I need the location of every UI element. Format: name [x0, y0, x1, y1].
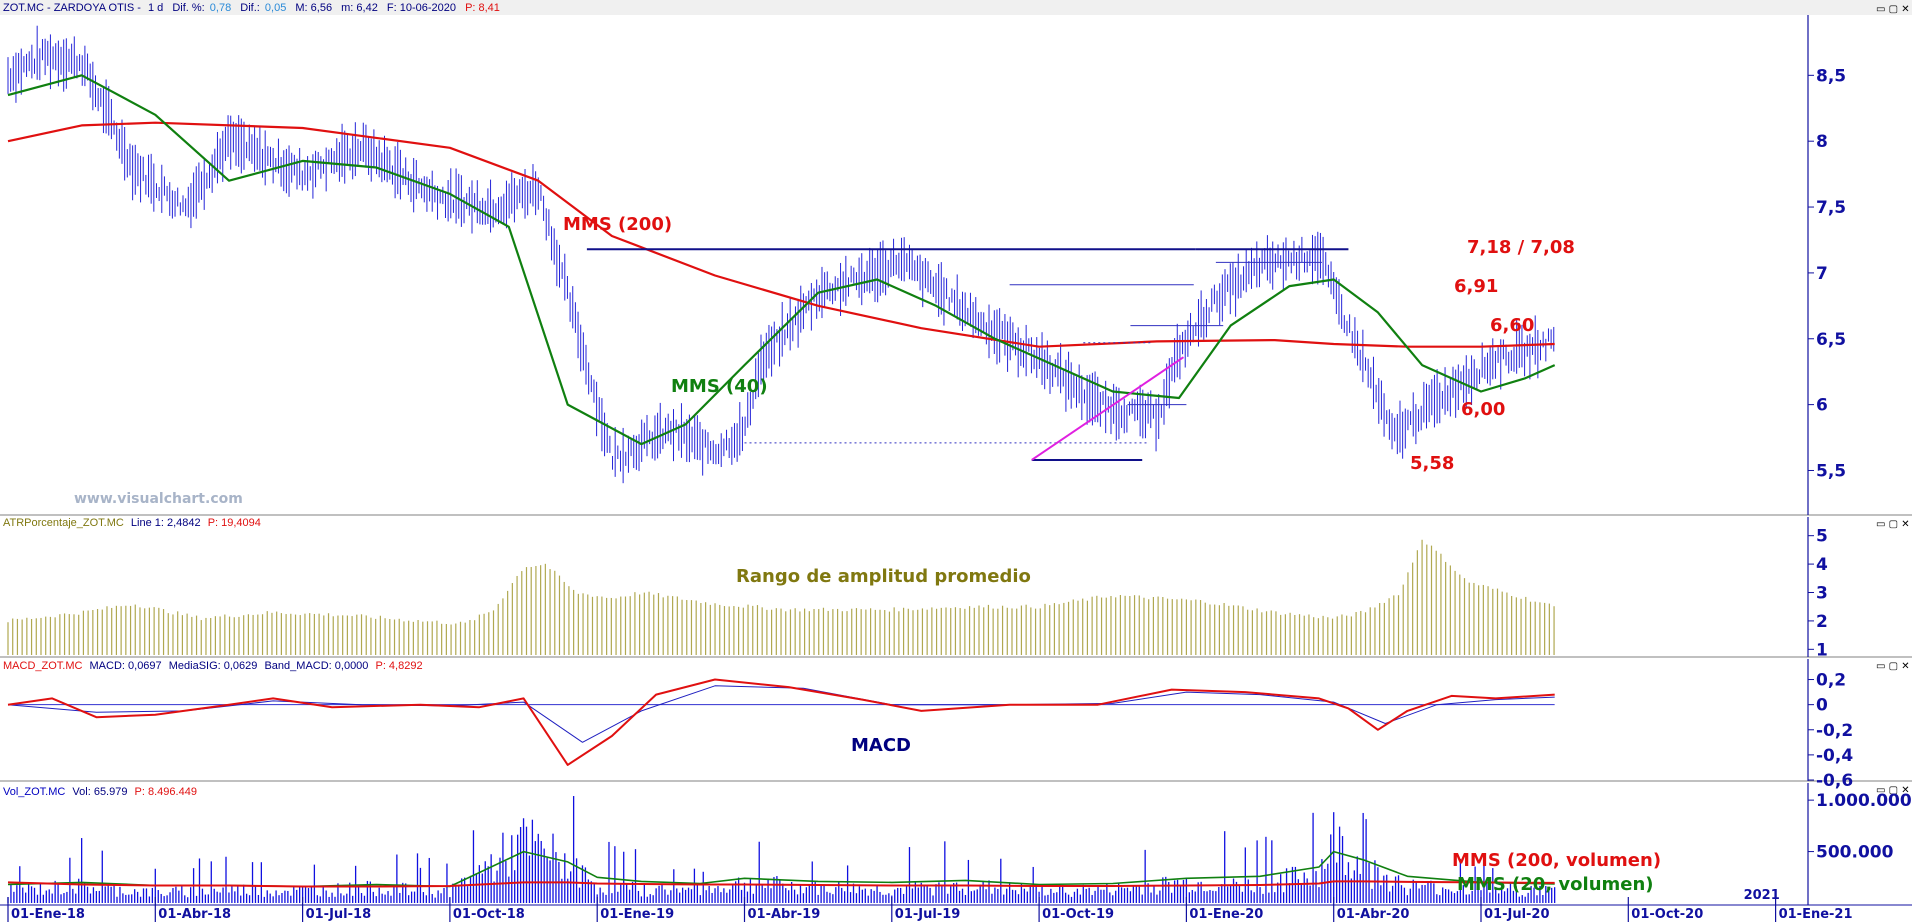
- vol-mms200-line: [7, 880, 1555, 888]
- macd-caption: MACD: [851, 735, 911, 756]
- x-tick-label: 01-Abr-20: [1337, 907, 1410, 922]
- y-tick-label: -0,2: [1816, 721, 1853, 741]
- macd-band-value: Band_MACD: 0,0000: [264, 660, 368, 672]
- dif-pct-label: Dif. %:: [172, 2, 204, 14]
- y-tick-label: 8,5: [1816, 66, 1846, 86]
- support-600-label: 6,00: [1461, 399, 1505, 420]
- macd-panel: 0,2 0 -0,2 -0,4 -0,6: [7, 671, 1853, 791]
- volume-bars: [7, 796, 1556, 903]
- resistance-718-label: 7,18 / 7,08: [1467, 237, 1575, 258]
- y-tick-label: 6: [1816, 396, 1828, 416]
- y-tick-label: 1: [1816, 640, 1828, 660]
- y-tick-label: 0,2: [1816, 671, 1846, 691]
- vol-price-value: P: 8.496.449: [135, 786, 197, 798]
- x-tick-label: 01-Abr-19: [748, 907, 821, 922]
- date-value: F: 10-06-2020: [387, 2, 456, 14]
- mms200-line: [7, 121, 1555, 348]
- y-tick-label: 2: [1816, 612, 1828, 632]
- x-tick-label: 01-Abr-18: [158, 907, 231, 922]
- volume-panel: 1.000.000 500.000: [7, 791, 1912, 903]
- macd-value: MACD: 0,0697: [90, 660, 162, 672]
- x-tick-label: 01-Ene-21: [1779, 907, 1853, 922]
- atr-panel: 5 4 3 2 1: [7, 527, 1828, 660]
- mms40-line: [7, 74, 1556, 446]
- atr-line-value: Line 1: 2,4842: [131, 517, 201, 529]
- y-tick-label: 4: [1816, 555, 1828, 575]
- x-tick-label: 01-Ene-18: [11, 907, 85, 922]
- title-strip: [0, 0, 1912, 15]
- vol-mms20-caption: MMS (20, volumen): [1457, 874, 1654, 895]
- atr-bars: [7, 539, 1555, 655]
- vol-mms200-caption: MMS (200, volumen): [1452, 850, 1661, 871]
- symbol-label: ZOT.MC - ZARDOYA OTIS -: [3, 2, 144, 14]
- x-tick-label: 01-Ene-19: [600, 907, 674, 922]
- watermark: www.visualchart.com: [74, 491, 243, 507]
- x-tick-label: 01-Ene-20: [1189, 907, 1263, 922]
- y-tick-label: 3: [1816, 584, 1828, 604]
- price-value: P: 8,41: [465, 2, 500, 14]
- dif-value: 0,05: [265, 2, 286, 14]
- vol-value: Vol: 65.979: [72, 786, 127, 798]
- window-buttons: ▭ ▢ ✕: [1876, 785, 1910, 796]
- y-tick-label: 5: [1816, 527, 1828, 547]
- window-buttons: ▭ ▢ ✕: [1876, 661, 1910, 672]
- y-tick-label: 7: [1816, 264, 1828, 284]
- vol-name: Vol_ZOT.MC: [3, 786, 65, 798]
- atr-header: ATRPorcentaje_ZOT.MC Line 1: 2,4842 P: 1…: [3, 517, 261, 529]
- macd-header: MACD_ZOT.MC MACD: 0,0697 MediaSIG: 0,062…: [3, 660, 423, 672]
- panel-frames: ▭ ▢ ✕ ▭ ▢ ✕ ▭ ▢ ✕ ▭ ▢ ✕: [0, 4, 1912, 906]
- x-tick-label: 01-Jul-20: [1484, 907, 1550, 922]
- x-axis: 01-Ene-18 01-Abr-18 01-Jul-18 01-Oct-18 01-E…: [7, 888, 1853, 922]
- y-tick-label: 0: [1816, 696, 1828, 716]
- window-buttons: ▭ ▢ ✕: [1876, 4, 1910, 15]
- y-tick-label: 500.000: [1816, 843, 1894, 863]
- min-value: m: 6,42: [341, 2, 378, 14]
- x-tick-label: 01-Oct-18: [453, 907, 525, 922]
- y-tick-label: -0,6: [1816, 771, 1853, 791]
- y-tick-label: 7,5: [1816, 198, 1846, 218]
- dif-label: Dif.:: [240, 2, 260, 14]
- header-bar: ZOT.MC - ZARDOYA OTIS - 1 d Dif. %: 0,78…: [3, 2, 500, 14]
- x-year-label: 2021: [1744, 888, 1780, 903]
- x-tick-label: 01-Jul-19: [895, 907, 961, 922]
- x-tick-label: 01-Oct-20: [1631, 907, 1703, 922]
- interval-label: 1 d: [148, 2, 163, 14]
- dif-pct-value: 0,78: [210, 2, 231, 14]
- support-558-label: 5,58: [1410, 453, 1454, 474]
- atr-name: ATRPorcentaje_ZOT.MC: [3, 517, 124, 529]
- macd-line: [7, 678, 1555, 766]
- resistance-660-label: 6,60: [1490, 315, 1534, 336]
- resistance-691-label: 6,91: [1454, 276, 1498, 297]
- y-tick-label: -0,4: [1816, 746, 1853, 766]
- trend-line: [1031, 356, 1185, 461]
- y-tick-label: 6,5: [1816, 330, 1846, 350]
- price-panel: 8,5 8 7,5 7 6,5 6 5,5: [7, 25, 1846, 484]
- mms40-label: MMS (40): [671, 376, 768, 397]
- atr-price-value: P: 19,4094: [208, 517, 261, 529]
- macd-sig-value: MediaSIG: 0,0629: [169, 660, 258, 672]
- vol-header: Vol_ZOT.MC Vol: 65.979 P: 8.496.449: [3, 786, 197, 798]
- macd-name: MACD_ZOT.MC: [3, 660, 83, 672]
- x-tick-label: 01-Jul-18: [306, 907, 372, 922]
- y-tick-label: 8: [1816, 132, 1828, 152]
- y-tick-label: 1.000.000: [1816, 791, 1912, 811]
- window-buttons: ▭ ▢ ✕: [1876, 519, 1910, 530]
- max-value: M: 6,56: [295, 2, 332, 14]
- x-tick-label: 01-Oct-19: [1042, 907, 1114, 922]
- y-tick-label: 5,5: [1816, 461, 1846, 481]
- mms200-label: MMS (200): [563, 214, 672, 235]
- macd-price-value: P: 4,8292: [375, 660, 422, 672]
- atr-caption: Rango de amplitud promedio: [736, 566, 1031, 587]
